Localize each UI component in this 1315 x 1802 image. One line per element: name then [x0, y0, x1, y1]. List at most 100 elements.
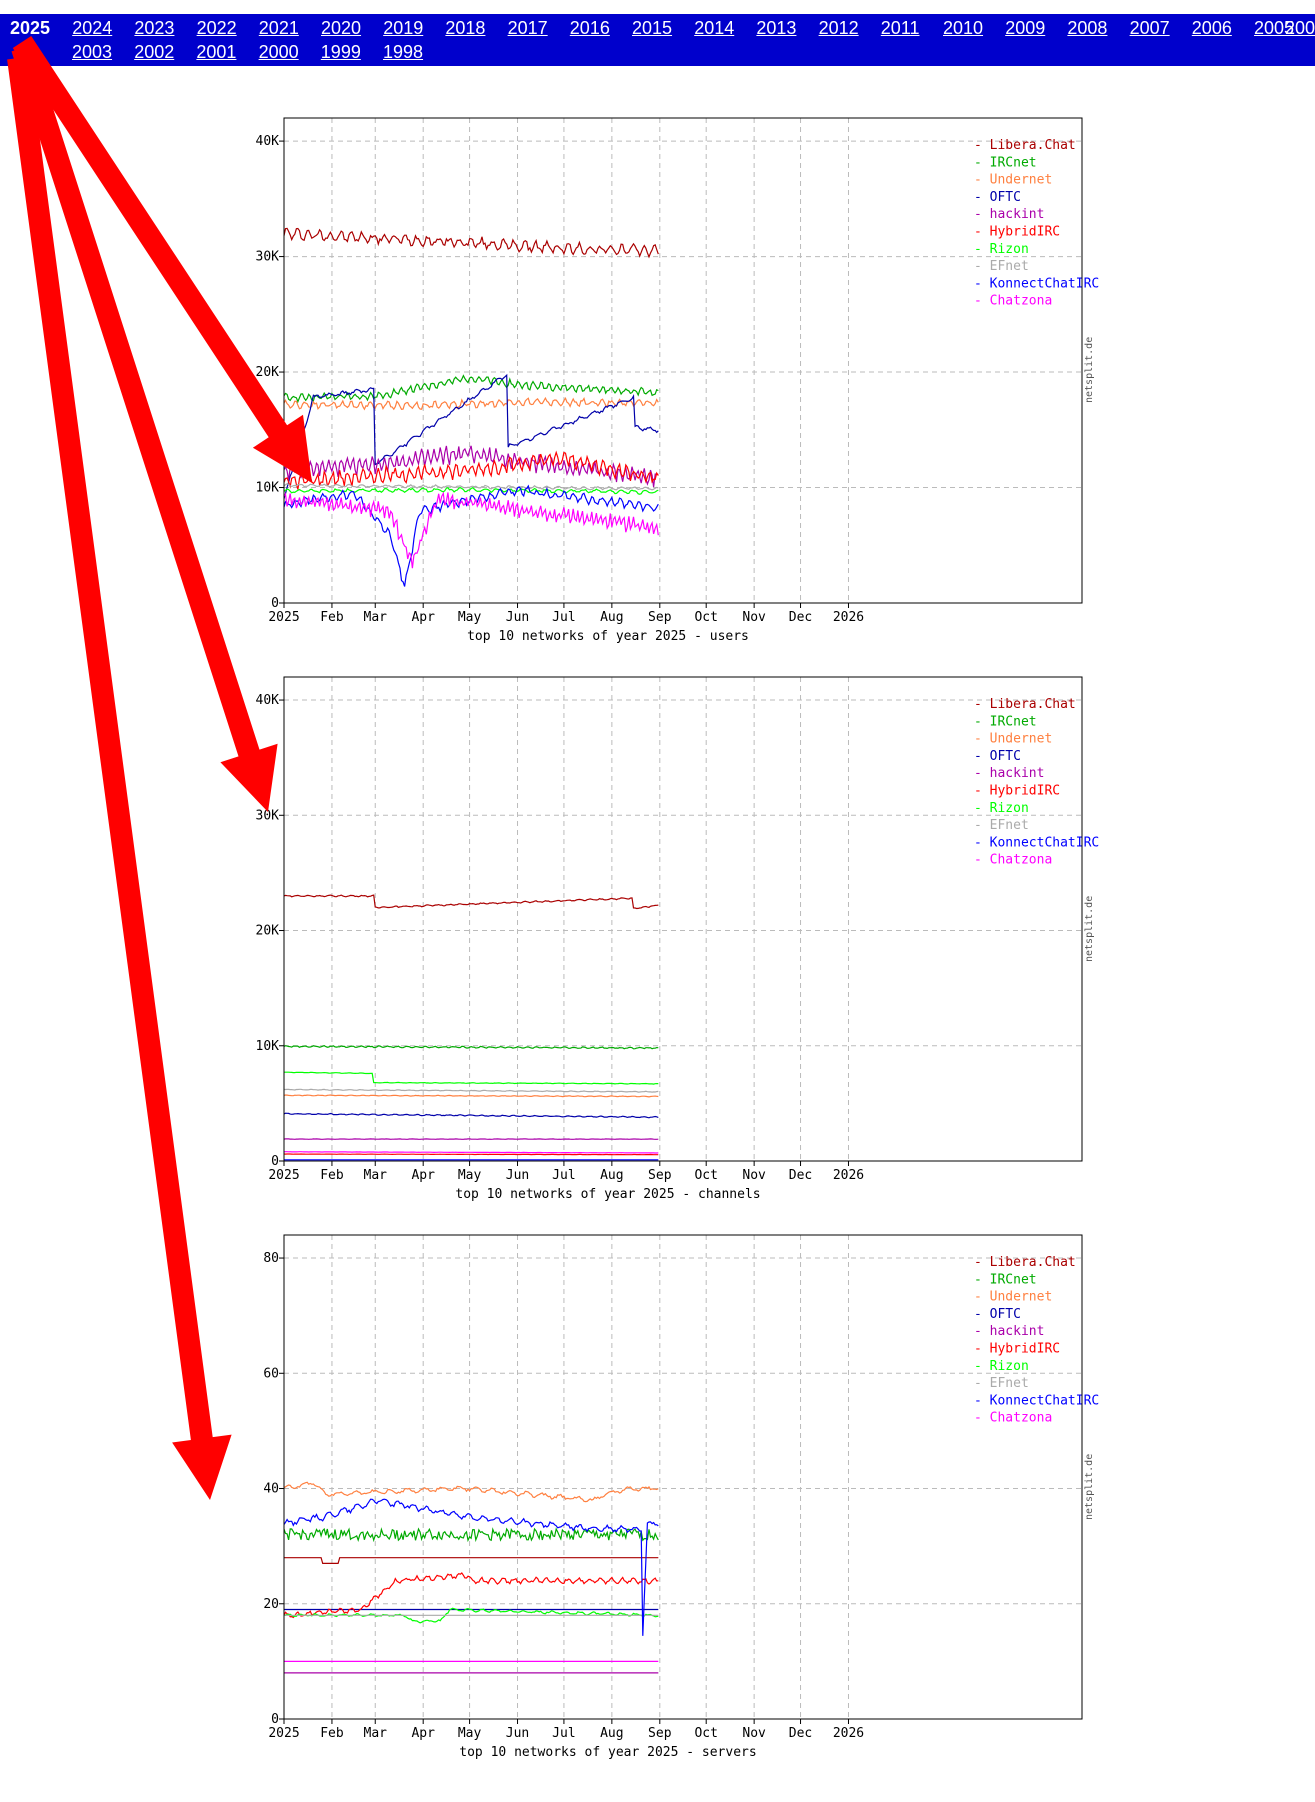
year-link-2021[interactable]: 2021 — [258, 18, 299, 38]
legend-entry: - KonnectChatIRC — [974, 835, 1099, 850]
year-link-2003[interactable]: 2003 — [72, 42, 113, 62]
y-tick-label: 40 — [263, 1482, 279, 1497]
series-line-undernet — [283, 1481, 659, 1503]
chart-title: top 10 networks of year 2025 - users — [467, 629, 749, 644]
series-line-chatzona — [283, 1151, 659, 1154]
annotation-arrow-users — [12, 36, 313, 483]
legend-entry: - hackint — [974, 1324, 1044, 1339]
legend-entry: - IRCnet — [974, 1272, 1037, 1287]
legend-entry: - EFnet — [974, 818, 1029, 833]
series-line-ircnet — [283, 1527, 659, 1543]
year-link-1999[interactable]: 1999 — [320, 42, 361, 62]
year-link-2008[interactable]: 2008 — [1067, 18, 1108, 38]
legend-entry: - Undernet — [974, 732, 1052, 747]
y-tick-label: 60 — [263, 1366, 279, 1381]
watermark-text: netsplit.de — [1084, 337, 1095, 403]
chart-3: 2025 Feb Mar Apr May Jun Jul Aug Sep Oct Nov Dec 202… — [263, 1234, 1099, 1760]
year-link-2017[interactable]: 2017 — [507, 18, 548, 38]
legend-entry: - Rizon — [974, 242, 1029, 257]
legend-entry: - OFTC — [974, 190, 1021, 205]
year-link-2007[interactable]: 2007 — [1129, 18, 1170, 38]
year-link-2014[interactable]: 2014 — [694, 18, 735, 38]
year-link-2023[interactable]: 2023 — [134, 18, 175, 38]
year-link-2006[interactable]: 2006 — [1191, 18, 1232, 38]
legend-entry: - HybridIRC — [974, 784, 1060, 799]
legend-entry: - IRCnet — [974, 155, 1037, 170]
year-link-2000[interactable]: 2000 — [258, 42, 299, 62]
x-tick-label: Dec — [789, 1726, 812, 1741]
series-line-undernet — [283, 396, 659, 411]
year-link-2005[interactable]: 2005 — [1254, 18, 1295, 38]
y-tick-label: 40K — [256, 693, 280, 708]
year-navigation-bar: 2025 2024 2023 2022 2021 2020 2019 2018 2017 2016… — [0, 14, 1315, 66]
x-tick-label: Mar — [364, 610, 388, 625]
x-tick-label: Jul — [552, 610, 575, 625]
x-tick-label: Jun — [506, 610, 529, 625]
x-tick-label: Feb — [320, 610, 344, 625]
series-line-hybridirc — [283, 450, 659, 490]
x-tick-label: Apr — [411, 610, 435, 625]
year-link-2016[interactable]: 2016 — [569, 18, 610, 38]
year-link-1998[interactable]: 1998 — [383, 42, 424, 62]
annotation-arrow-servers — [7, 56, 232, 1500]
legend-entry: - Chatzona — [974, 1411, 1052, 1426]
year-link-2019[interactable]: 2019 — [383, 18, 424, 38]
year-link-2009[interactable]: 2009 — [1005, 18, 1046, 38]
legend-entry: - Chatzona — [974, 294, 1052, 309]
series-line-undernet — [283, 1094, 659, 1098]
y-tick-label: 0 — [271, 596, 279, 611]
year-link-2002[interactable]: 2002 — [134, 42, 175, 62]
y-tick-label: 80 — [263, 1251, 279, 1266]
year-link-2025[interactable]: 2025 — [10, 18, 51, 38]
x-tick-label: May — [458, 1168, 482, 1183]
x-tick-label: Dec — [789, 610, 812, 625]
year-link-2010[interactable]: 2010 — [943, 18, 984, 38]
x-tick-label: Feb — [320, 1726, 344, 1741]
watermark-text: netsplit.de — [1084, 1454, 1095, 1520]
year-link-2001[interactable]: 2001 — [196, 42, 237, 62]
legend-entry: - HybridIRC — [974, 225, 1060, 240]
x-tick-label: Sep — [648, 610, 672, 625]
year-link-2011[interactable]: 2011 — [880, 18, 920, 38]
series-line-efnet — [283, 483, 659, 491]
legend-entry: - OFTC — [974, 749, 1021, 764]
x-tick-label: Jul — [552, 1168, 575, 1183]
year-link-2012[interactable]: 2012 — [818, 18, 859, 38]
legend-entry: - KonnectChatIRC — [974, 276, 1099, 291]
year-link-2020[interactable]: 2020 — [321, 18, 362, 38]
y-tick-label: 0 — [271, 1154, 279, 1169]
year-link-2004[interactable]: 2004 — [1285, 18, 1315, 38]
year-link-2018[interactable]: 2018 — [445, 18, 486, 38]
x-tick-label: Aug — [600, 610, 623, 625]
legend-entry: - Chatzona — [974, 853, 1052, 868]
x-tick-label: Aug — [600, 1168, 623, 1183]
x-tick-label: Oct — [694, 610, 717, 625]
year-link-2024[interactable]: 2024 — [72, 18, 113, 38]
x-tick-label: Jul — [552, 1726, 575, 1741]
series-line-rizon — [283, 486, 659, 495]
x-tick-label: 2026 — [833, 1726, 864, 1741]
series-line-oftc — [283, 1112, 659, 1119]
legend-entry: - KonnectChatIRC — [974, 1393, 1099, 1408]
y-tick-label: 0 — [271, 1712, 279, 1727]
chart-1: 2025 Feb Mar Apr May Jun Jul Aug Sep Oct Nov Dec 202… — [256, 117, 1099, 644]
x-tick-label: Nov — [742, 1168, 766, 1183]
series-line-ircnet — [283, 374, 659, 404]
y-tick-label: 40K — [256, 134, 280, 149]
chart-title: top 10 networks of year 2025 - servers — [459, 1745, 756, 1760]
series-line-libera-chat — [283, 227, 659, 259]
x-tick-label: Feb — [320, 1168, 344, 1183]
series-line-konnectchatirc — [283, 1498, 659, 1636]
series-line-konnectchatirc — [283, 484, 659, 587]
x-tick-label: Jun — [506, 1726, 529, 1741]
legend-entry: - OFTC — [974, 1307, 1021, 1322]
annotation-arrow-channels — [11, 44, 278, 813]
year-link-2013[interactable]: 2013 — [756, 18, 797, 38]
legend-entry: - hackint — [974, 766, 1044, 781]
year-link-2015[interactable]: 2015 — [632, 18, 673, 38]
legend-entry: - EFnet — [974, 1376, 1029, 1391]
series-line-libera-chat — [283, 894, 659, 910]
legend-entry: - HybridIRC — [974, 1342, 1060, 1357]
y-tick-label: 10K — [256, 1039, 280, 1054]
year-link-2022[interactable]: 2022 — [196, 18, 237, 38]
